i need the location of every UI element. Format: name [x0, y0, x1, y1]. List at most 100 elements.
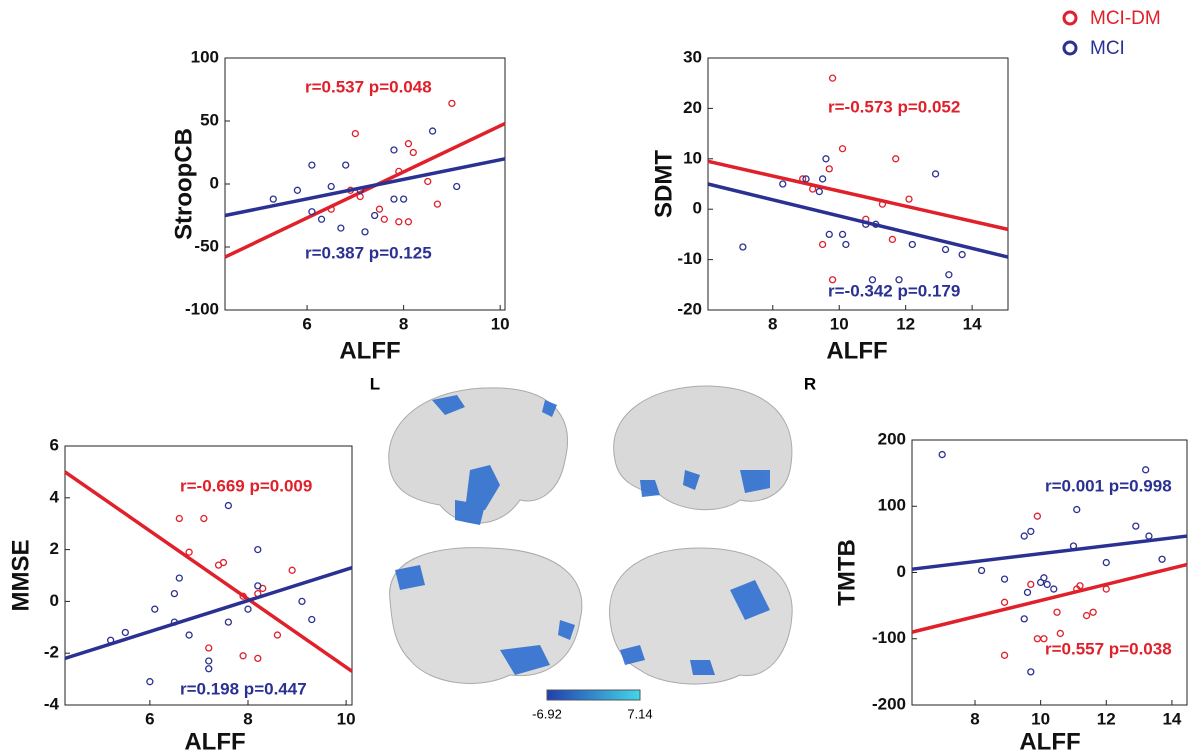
annotation: r=0.557 p=0.038 — [1045, 639, 1172, 658]
annotation: r=-0.342 p=0.179 — [828, 281, 960, 300]
data-point — [1076, 582, 1084, 590]
data-point — [977, 566, 986, 575]
data-point — [342, 161, 350, 169]
data-point — [838, 230, 847, 239]
data-point — [931, 170, 940, 178]
data-point — [170, 589, 179, 598]
data-point — [818, 175, 827, 183]
y-tick-label: -10 — [677, 249, 702, 268]
annotation: r=0.198 p=0.447 — [180, 679, 307, 698]
data-point — [1102, 585, 1110, 593]
x-axis-title: ALFF — [826, 337, 887, 364]
hemisphere-label: L — [370, 374, 380, 393]
x-tick-label: 8 — [768, 314, 777, 333]
y-tick-label: 50 — [200, 110, 219, 129]
data-point — [1040, 574, 1048, 582]
brain-right-lateral — [613, 385, 793, 511]
data-point — [868, 276, 877, 284]
y-tick-label: -20 — [677, 299, 702, 318]
data-point — [1000, 575, 1009, 583]
y-tick-label: 0 — [693, 199, 702, 218]
data-point — [825, 230, 833, 239]
data-point — [1027, 580, 1035, 589]
data-point — [448, 99, 456, 108]
fit-line — [707, 159, 1009, 232]
fit-line — [911, 562, 1188, 634]
data-point — [815, 187, 823, 196]
y-tick-label: -50 — [194, 236, 219, 255]
data-point — [293, 186, 302, 194]
data-point — [273, 631, 282, 639]
y-tick-label: 10 — [683, 148, 702, 167]
data-point — [185, 631, 193, 639]
y-tick-label: 100 — [878, 496, 906, 515]
y-tick-label: -2 — [44, 643, 59, 662]
data-point — [254, 654, 262, 663]
data-point — [205, 657, 213, 665]
data-point — [1000, 651, 1009, 659]
data-point — [1050, 585, 1058, 593]
data-point — [298, 597, 306, 606]
y-axis-title: MMSE — [7, 540, 34, 612]
activation-patches — [395, 395, 770, 675]
data-point — [390, 146, 398, 154]
x-tick-label: 10 — [491, 314, 510, 333]
brain-right-medial — [609, 547, 793, 685]
data-point — [409, 148, 417, 157]
data-point — [224, 618, 233, 626]
data-point — [351, 129, 359, 138]
data-point — [1027, 527, 1035, 536]
y-tick-label: 2 — [50, 539, 59, 558]
fit-line — [224, 121, 506, 259]
x-tick-label: 10 — [830, 314, 849, 333]
x-tick-label: 14 — [1162, 709, 1181, 728]
data-point — [1158, 555, 1166, 563]
data-point — [1033, 512, 1042, 520]
y-tick-label: -100 — [185, 299, 219, 318]
data-point — [205, 665, 213, 673]
data-point — [838, 145, 847, 153]
annotation: r=0.387 p=0.125 — [305, 243, 432, 262]
colorbar — [546, 689, 641, 701]
data-point — [219, 558, 228, 567]
x-tick-label: 8 — [970, 709, 979, 728]
data-point — [308, 161, 316, 169]
y-tick-label: -200 — [872, 694, 906, 713]
data-point — [828, 74, 837, 82]
annotation: r=0.001 p=0.998 — [1045, 476, 1172, 495]
data-point — [888, 235, 897, 244]
data-point — [958, 250, 966, 259]
data-point — [175, 514, 183, 523]
annotation: r=-0.573 p=0.052 — [828, 97, 960, 116]
data-point — [433, 200, 442, 208]
data-point — [399, 195, 408, 203]
x-tick-label: 10 — [1031, 709, 1050, 728]
annotation: r=0.537 p=0.048 — [305, 77, 432, 96]
data-point — [1102, 558, 1110, 567]
colorbar-max: 7.14 — [627, 706, 652, 721]
legend-marker — [1062, 40, 1078, 56]
data-point — [1033, 635, 1042, 643]
data-point — [1000, 598, 1009, 606]
data-point — [938, 450, 946, 459]
data-point — [151, 605, 159, 613]
x-tick-label: 12 — [896, 314, 915, 333]
data-point — [224, 501, 233, 510]
data-point — [404, 218, 413, 226]
data-point — [1053, 608, 1061, 616]
data-point — [1027, 668, 1035, 676]
y-tick-label: 0 — [50, 591, 59, 610]
data-point — [239, 652, 247, 660]
data-point — [895, 276, 903, 284]
hemisphere-label: R — [804, 374, 816, 393]
data-point — [828, 276, 837, 284]
y-axis-title: StroopCB — [170, 128, 197, 240]
data-point — [892, 155, 900, 163]
data-point — [825, 165, 833, 173]
y-tick-label: -100 — [872, 628, 906, 647]
data-point — [146, 678, 154, 686]
data-point — [779, 180, 787, 188]
data-point — [395, 218, 403, 226]
data-point — [905, 195, 913, 203]
